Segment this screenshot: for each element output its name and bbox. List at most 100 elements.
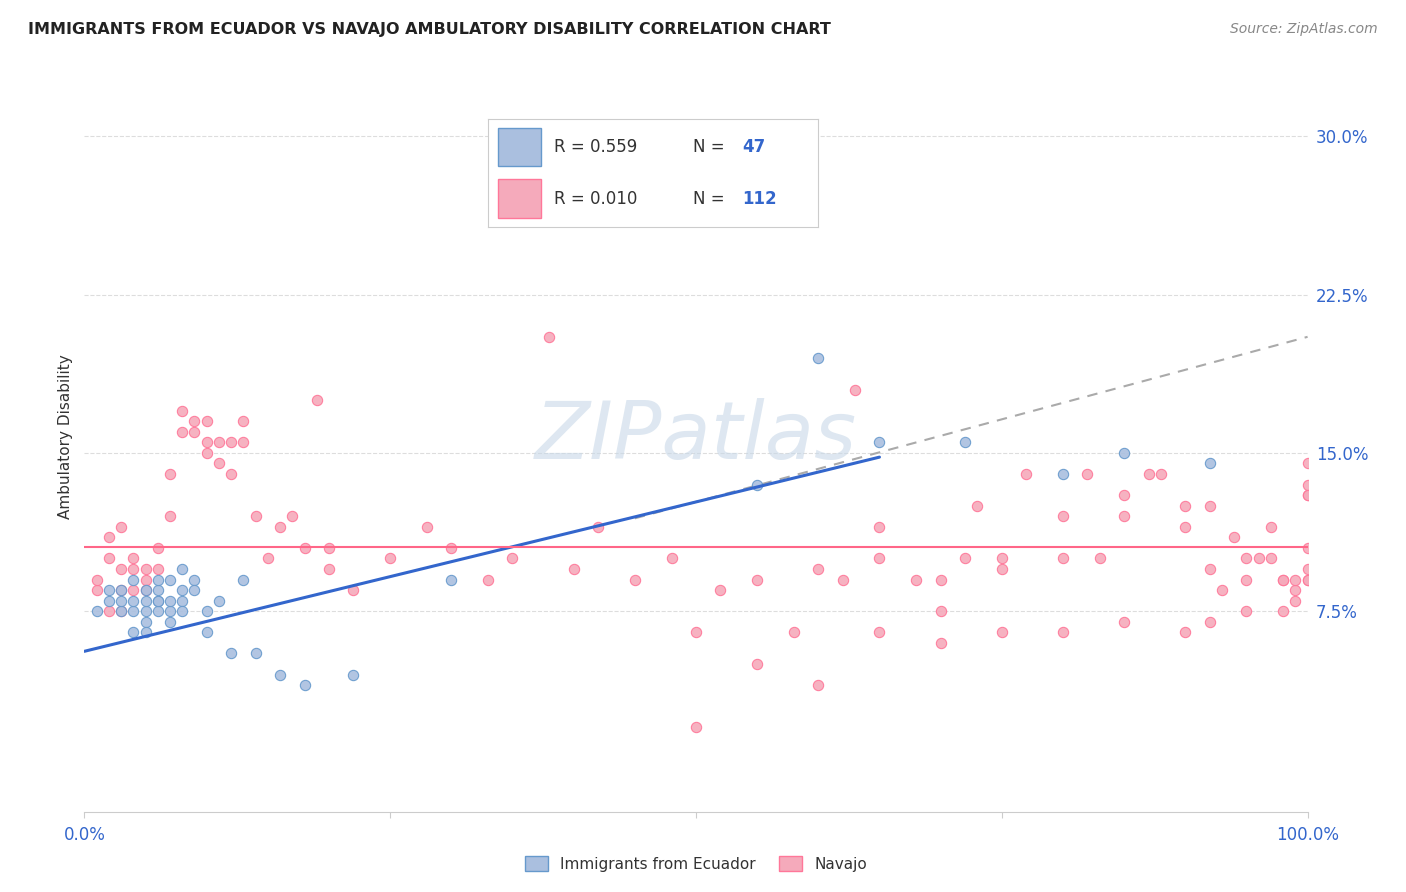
Point: [929, 573, 952, 587]
Point: [1236, 573, 1258, 587]
Point: [110, 520, 132, 534]
Point: [305, 393, 328, 408]
Point: [831, 573, 853, 587]
Point: [1052, 509, 1074, 524]
Point: [538, 330, 561, 344]
Point: [991, 551, 1014, 566]
Point: [281, 509, 304, 524]
Point: [232, 435, 254, 450]
Point: [747, 573, 769, 587]
Point: [97, 551, 120, 566]
Point: [159, 593, 181, 607]
Point: [1076, 467, 1098, 481]
Point: [440, 573, 463, 587]
Point: [624, 573, 647, 587]
Point: [146, 573, 169, 587]
Point: [146, 562, 169, 576]
Point: [195, 435, 218, 450]
Point: [1296, 541, 1319, 555]
Point: [146, 583, 169, 598]
Point: [966, 499, 988, 513]
Point: [1114, 446, 1136, 460]
Point: [245, 509, 267, 524]
Point: [232, 573, 254, 587]
Point: [135, 583, 157, 598]
Point: [172, 562, 194, 576]
Point: [146, 593, 169, 607]
Point: [159, 573, 181, 587]
Point: [86, 583, 108, 598]
Point: [135, 615, 157, 629]
Point: [159, 604, 181, 618]
Point: [110, 583, 132, 598]
Point: [844, 383, 866, 397]
Point: [1174, 625, 1197, 640]
Point: [257, 551, 280, 566]
Point: [245, 647, 267, 661]
Point: [159, 509, 181, 524]
Point: [929, 604, 952, 618]
Point: [991, 562, 1014, 576]
Point: [1052, 551, 1074, 566]
Point: [1052, 625, 1074, 640]
Point: [269, 667, 291, 681]
Point: [219, 647, 242, 661]
Point: [195, 604, 218, 618]
Point: [416, 520, 439, 534]
Point: [135, 583, 157, 598]
Point: [783, 625, 806, 640]
Point: [1198, 562, 1220, 576]
Point: [172, 425, 194, 439]
Point: [1260, 520, 1282, 534]
Point: [1260, 551, 1282, 566]
Point: [86, 604, 108, 618]
Point: [1052, 467, 1074, 481]
Point: [1198, 499, 1220, 513]
Point: [172, 593, 194, 607]
Point: [122, 593, 145, 607]
Point: [869, 625, 891, 640]
Point: [1296, 562, 1319, 576]
Point: [135, 573, 157, 587]
Text: IMMIGRANTS FROM ECUADOR VS NAVAJO AMBULATORY DISABILITY CORRELATION CHART: IMMIGRANTS FROM ECUADOR VS NAVAJO AMBULA…: [28, 22, 831, 37]
Point: [1284, 583, 1306, 598]
Point: [807, 351, 830, 365]
Point: [1236, 551, 1258, 566]
Point: [869, 520, 891, 534]
Point: [135, 562, 157, 576]
Point: [195, 446, 218, 460]
Point: [135, 604, 157, 618]
Point: [110, 593, 132, 607]
Point: [1284, 593, 1306, 607]
Point: [1137, 467, 1160, 481]
Point: [1272, 573, 1295, 587]
Point: [232, 414, 254, 428]
Point: [685, 625, 707, 640]
Point: [195, 625, 218, 640]
Point: [219, 467, 242, 481]
Point: [183, 425, 205, 439]
Point: [502, 551, 524, 566]
Point: [562, 562, 585, 576]
Point: [172, 604, 194, 618]
Point: [342, 583, 364, 598]
Point: [1015, 467, 1038, 481]
Point: [1223, 530, 1246, 544]
Text: Source: ZipAtlas.com: Source: ZipAtlas.com: [1230, 22, 1378, 37]
Point: [1174, 499, 1197, 513]
Point: [135, 625, 157, 640]
Point: [195, 414, 218, 428]
Point: [586, 520, 609, 534]
Point: [183, 414, 205, 428]
Point: [86, 573, 108, 587]
Point: [953, 435, 976, 450]
Point: [159, 467, 181, 481]
Point: [747, 477, 769, 491]
Point: [1198, 615, 1220, 629]
Point: [208, 593, 231, 607]
Y-axis label: Ambulatory Disability: Ambulatory Disability: [58, 355, 73, 519]
Point: [807, 678, 830, 692]
Point: [1150, 467, 1173, 481]
Point: [1296, 488, 1319, 502]
Point: [1284, 573, 1306, 587]
